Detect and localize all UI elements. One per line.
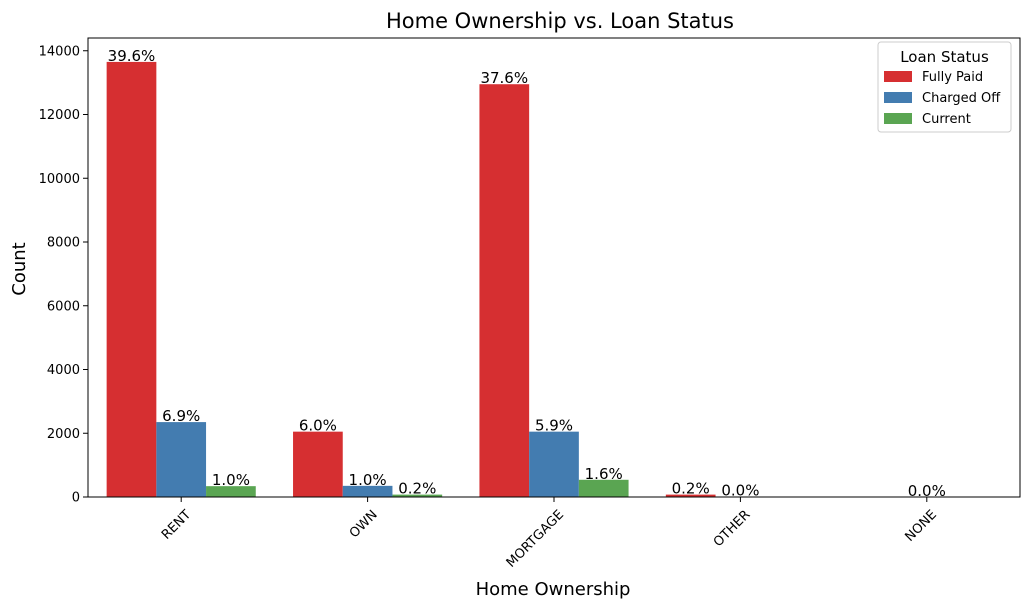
data-label-none-charged-off: 0.0% <box>908 482 946 500</box>
bar-rent-fully-paid <box>106 61 157 497</box>
bar-own-fully-paid <box>293 431 343 497</box>
bar-mortgage-charged-off <box>529 431 579 497</box>
y-tick-label: 12000 <box>39 108 80 123</box>
y-tick-label: 14000 <box>39 44 80 59</box>
bar-own-charged-off <box>342 485 393 497</box>
x-tick-label-own: OWN <box>347 507 381 541</box>
x-axis: RENT OWN MORTGAGE OTHER NONE <box>159 497 940 571</box>
y-tick-label: 8000 <box>47 236 80 251</box>
y-tick-label: 6000 <box>47 299 80 314</box>
data-label-own-charged-off: 1.0% <box>349 471 387 489</box>
bar-mortgage-current <box>578 479 629 497</box>
legend-label-current: Current <box>922 112 971 127</box>
plot-area: 39.6% 6.0% 37.6% 0.2% 6.9% 1.0% 5.9% 0.0% 0.0% 1.… <box>87 37 1021 500</box>
x-tick-label-rent: RENT <box>159 507 194 542</box>
y-tick-label: 2000 <box>47 427 80 442</box>
y-axis-label: Count <box>9 242 30 295</box>
data-label-other-fully-paid: 0.2% <box>672 480 710 498</box>
bar-rent-current <box>206 486 256 497</box>
legend: Loan Status Fully Paid Charged Off Current <box>877 41 1012 133</box>
x-tick-label-mortgage: MORTGAGE <box>504 507 567 570</box>
legend-swatch-fully-paid <box>884 71 912 82</box>
data-label-mortgage-fully-paid: 37.6% <box>480 69 528 87</box>
data-label-other-charged-off: 0.0% <box>721 482 759 500</box>
data-label-rent-charged-off: 6.9% <box>162 407 200 425</box>
x-axis-label: Home Ownership <box>476 579 631 600</box>
y-tick-label: 0 <box>72 491 80 506</box>
bar-own-current <box>392 494 443 497</box>
data-label-rent-current: 1.0% <box>212 471 250 489</box>
data-label-rent-fully-paid: 39.6% <box>108 47 156 65</box>
chart-title: Home Ownership vs. Loan Status <box>386 9 734 33</box>
data-label-own-current: 0.2% <box>398 480 436 498</box>
x-tick-label-other: OTHER <box>711 507 754 550</box>
legend-swatch-current <box>884 113 912 124</box>
bar-mortgage-fully-paid <box>479 84 530 497</box>
data-label-mortgage-current: 1.6% <box>585 465 623 483</box>
y-tick-label: 10000 <box>39 172 80 187</box>
legend-label-fully-paid: Fully Paid <box>922 70 983 85</box>
legend-title: Loan Status <box>900 48 989 66</box>
bar-rent-charged-off <box>156 422 207 497</box>
x-tick-label-none: NONE <box>902 507 939 544</box>
legend-label-charged-off: Charged Off <box>922 91 1001 106</box>
legend-swatch-charged-off <box>884 92 912 103</box>
y-axis: 0 2000 4000 6000 8000 10000 12000 14000 <box>39 44 88 506</box>
y-tick-label: 4000 <box>47 363 80 378</box>
data-label-mortgage-charged-off: 5.9% <box>535 417 573 435</box>
bar-other-fully-paid <box>665 494 716 497</box>
data-label-own-fully-paid: 6.0% <box>299 417 337 435</box>
legend-box <box>877 41 1012 133</box>
